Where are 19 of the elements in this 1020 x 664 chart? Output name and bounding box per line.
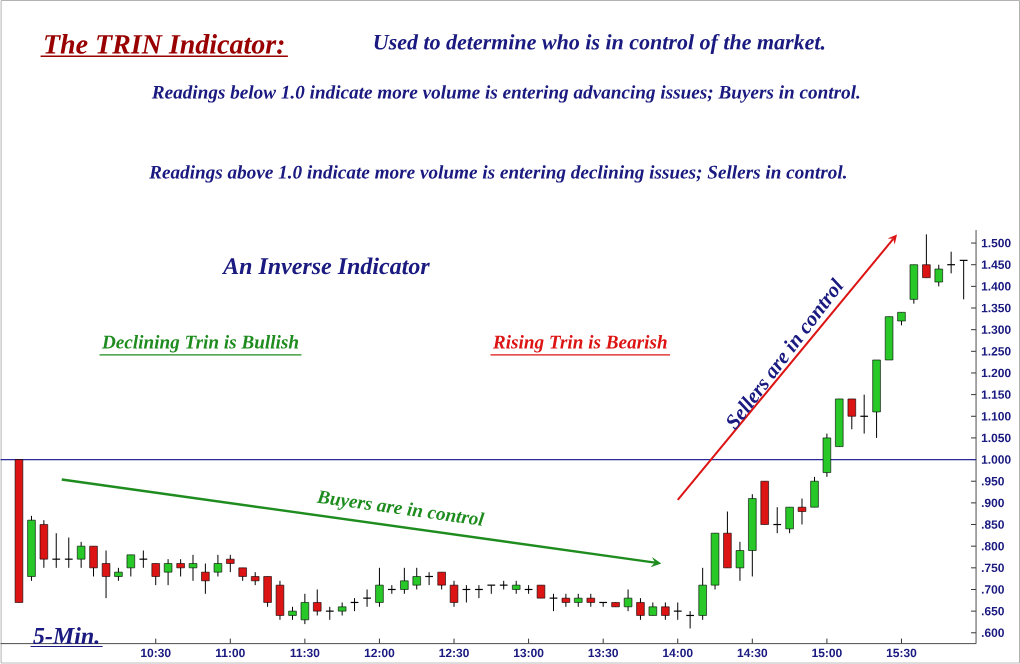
annotation: 5-Min.	[33, 627, 99, 645]
candlestick	[313, 589, 322, 617]
text: Readings below 1.0 indicate more volume is entering advancing issues; Buyers in control.	[151, 85, 860, 103]
annotation: Declining Trin is Bullish	[101, 335, 299, 353]
candlestick	[126, 554, 135, 578]
annotation: Buyers are in control	[316, 490, 485, 526]
candlestick	[673, 602, 683, 621]
annotation: Rising Trin is Bearish	[492, 335, 667, 353]
candlestick	[822, 433, 832, 478]
chart-title: The TRIN Indicator:	[45, 34, 284, 54]
candlestick	[375, 567, 384, 608]
candlestick	[909, 264, 919, 305]
candlestick	[698, 567, 707, 621]
candlestick	[362, 589, 372, 608]
text: Readings above 1.0 indicate more volume is entering declining issues; Sellers in control.	[149, 165, 846, 183]
annotation: An Inverse Indicator	[221, 257, 430, 275]
chart-subtitle: Used to determine who is in control of the market.	[374, 33, 825, 55]
candlestick	[561, 593, 571, 608]
candlestick	[151, 563, 160, 586]
